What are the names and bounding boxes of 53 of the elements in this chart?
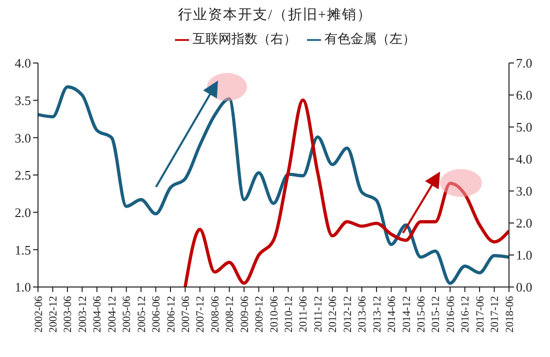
y2-tick-label: 4.0 bbox=[516, 152, 532, 167]
x-tick-label: 2007-12 bbox=[194, 296, 207, 333]
x-tick-label: 2012-06 bbox=[327, 296, 340, 333]
y-tick-label: 2.5 bbox=[14, 168, 31, 183]
y-tick-label: 2.0 bbox=[14, 204, 31, 220]
legend-label: 有色金属（左） bbox=[324, 31, 416, 46]
x-tick-label: 2013-06 bbox=[356, 296, 369, 333]
x-tick-label: 2012-12 bbox=[342, 296, 354, 333]
x-tick-label: 2003-12 bbox=[76, 296, 89, 333]
x-tick-label: 2004-06 bbox=[92, 296, 104, 333]
y-tick-label: 3.0 bbox=[14, 130, 31, 146]
x-tick-label: 2014-06 bbox=[386, 296, 398, 333]
x-tick-label: 2004-12 bbox=[106, 296, 118, 333]
x-tick-label: 2015-06 bbox=[415, 296, 428, 333]
x-tick-label: 2011-12 bbox=[312, 296, 324, 332]
x-tick-label: 2015-12 bbox=[430, 296, 442, 333]
x-tick-label: 2010-06 bbox=[268, 296, 280, 333]
x-tick-label: 2016-06 bbox=[444, 296, 457, 333]
legend-label: 互联网指数（右） bbox=[192, 31, 296, 46]
x-tick-label: 2005-06 bbox=[121, 296, 134, 333]
y-tick-label: 3.5 bbox=[14, 92, 31, 108]
y-tick-label: 1.5 bbox=[14, 242, 31, 258]
line-series bbox=[38, 85, 509, 285]
x-tick-label: 2014-12 bbox=[400, 296, 413, 333]
x-tick-label: 2002-06 bbox=[32, 296, 45, 333]
x-tick-label: 2016-12 bbox=[460, 296, 472, 333]
y2-tick-label: 0.0 bbox=[516, 280, 532, 295]
y2-tick-label: 1.0 bbox=[516, 248, 532, 263]
x-tick-label: 2008-06 bbox=[209, 296, 222, 333]
y2-tick-label: 5.0 bbox=[516, 120, 532, 135]
x-tick-label: 2010-12 bbox=[283, 296, 296, 333]
y2-tick-label: 6.0 bbox=[516, 88, 532, 103]
y2-tick-label: 7.0 bbox=[516, 56, 532, 71]
x-tick-label: 2011-06 bbox=[298, 296, 310, 332]
x-tick-label: 2009-12 bbox=[254, 296, 266, 333]
x-tick-label: 2003-06 bbox=[62, 296, 74, 333]
y2-tick-label: 3.0 bbox=[516, 184, 532, 199]
x-tick-label: 2018-06 bbox=[504, 296, 516, 333]
x-tick-label: 2017-06 bbox=[474, 296, 486, 333]
y-tick-label: 4.0 bbox=[14, 56, 31, 71]
y2-tick-label: 2.0 bbox=[516, 216, 532, 231]
x-tick-label: 2013-12 bbox=[371, 296, 384, 333]
x-tick-label: 2005-12 bbox=[136, 296, 148, 333]
chart-title: 行业资本开支/（折旧+摊销） bbox=[177, 6, 373, 24]
x-tick-label: 2006-12 bbox=[165, 296, 178, 333]
x-tick-label: 2007-06 bbox=[180, 296, 192, 333]
x-tick-label: 2009-06 bbox=[238, 296, 251, 333]
x-tick-label: 2008-12 bbox=[224, 296, 236, 333]
x-tick-label: 2017-12 bbox=[489, 296, 502, 333]
x-tick-label: 2002-12 bbox=[48, 296, 60, 333]
y-tick-label: 1.0 bbox=[14, 280, 31, 295]
line-series bbox=[184, 98, 509, 287]
x-tick-label: 2006-06 bbox=[150, 296, 163, 333]
